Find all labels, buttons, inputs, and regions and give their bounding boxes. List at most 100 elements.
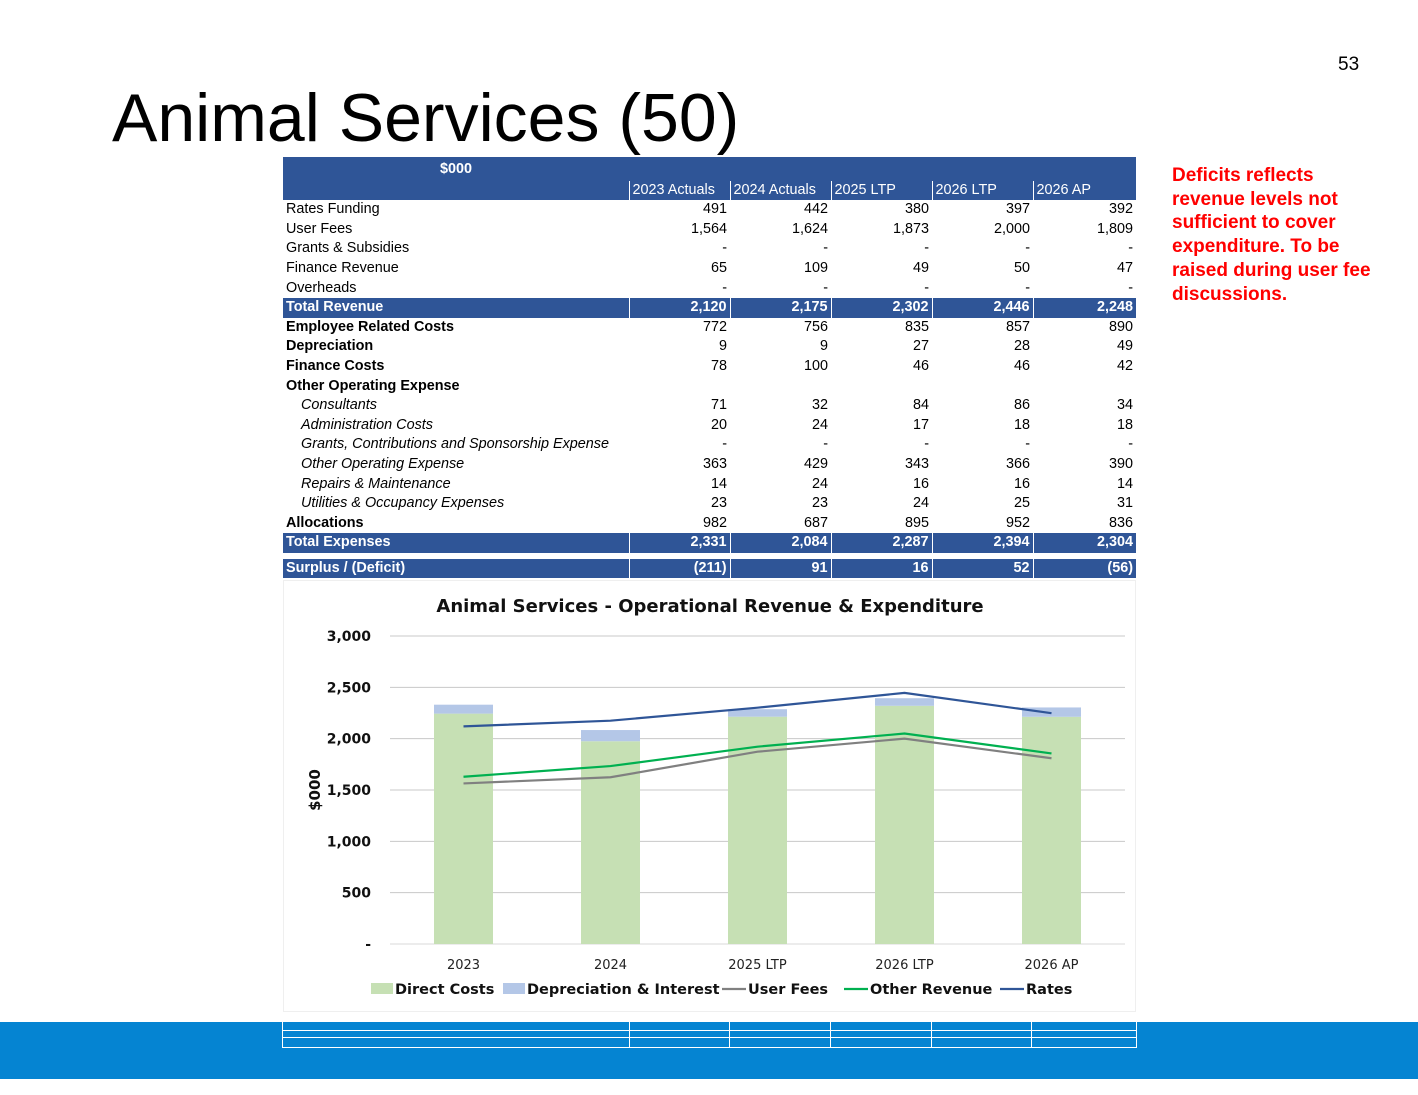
- surplus-label: Surplus / (Deficit): [283, 558, 630, 579]
- row-label: Repairs & Maintenance: [301, 475, 451, 492]
- row-value: 491: [702, 201, 727, 218]
- legend-label: Direct Costs: [395, 982, 494, 998]
- table-row: Utilities & Occupancy Expenses 23 23 24 25 31: [283, 494, 1136, 514]
- column-header: 2026 LTP: [931, 181, 1033, 200]
- chart-panel: Animal Services - Operational Revenue & …: [283, 580, 1136, 1012]
- total-revenue-label: Total Revenue: [283, 297, 630, 318]
- row-value: 1,809: [1096, 220, 1133, 237]
- row-value: 835: [904, 318, 929, 335]
- row-value: 1,873: [892, 220, 929, 237]
- header-blank-cell: [932, 157, 1033, 181]
- row-value: [831, 376, 932, 396]
- table-row: Rates Funding 491 442 380 397 392: [283, 200, 1136, 220]
- row-value: 392: [1108, 201, 1133, 218]
- legend-label: Rates: [1026, 982, 1072, 998]
- row-value: 86: [1013, 397, 1030, 414]
- row-label: Administration Costs: [301, 416, 433, 433]
- footer-grid-lines: [282, 1022, 1137, 1048]
- row-label: User Fees: [286, 220, 353, 237]
- x-tick-label: 2025 LTP: [728, 958, 787, 973]
- row-value: 71: [710, 397, 727, 414]
- line-other-revenue: [463, 732, 1052, 778]
- table-row: Consultants 71 32 84 86 34: [283, 396, 1136, 416]
- legend-label: Other Revenue: [870, 982, 993, 998]
- row-value: 34: [1116, 397, 1133, 414]
- row-value: -: [823, 436, 828, 453]
- row-label: Other Operating Expense: [301, 456, 465, 473]
- row-value: 14: [1116, 475, 1133, 492]
- surplus-value: 91: [729, 558, 831, 579]
- row-value: -: [823, 240, 828, 257]
- row-label: Grants, Contributions and Sponsorship Ex…: [301, 436, 609, 453]
- row-value: 78: [710, 358, 727, 375]
- y-axis-label: $000: [306, 769, 324, 811]
- table-row: Depreciation 9 9 27 28 49: [283, 337, 1136, 357]
- row-label: Grants & Subsidies: [286, 240, 410, 257]
- row-value: 24: [912, 495, 929, 512]
- row-value: 16: [912, 475, 929, 492]
- row-value: 895: [904, 514, 929, 531]
- row-value: 100: [803, 358, 828, 375]
- bar-depreciation-interest: [875, 698, 934, 706]
- row-value: [730, 376, 831, 396]
- bar-depreciation-interest: [434, 704, 493, 714]
- x-tick-label: 2026 AP: [1025, 958, 1079, 973]
- row-value: 16: [1013, 475, 1030, 492]
- row-value: 23: [811, 495, 828, 512]
- row-value: 687: [803, 514, 828, 531]
- chart-svg: Animal Services - Operational Revenue & …: [306, 596, 1125, 998]
- row-value: [629, 376, 730, 396]
- financial-table: $000 2023 Actuals 2024 Actuals 2025 LTP 2026…: [283, 157, 1136, 579]
- side-note: Deficits reflects revenue levels not suf…: [1172, 165, 1371, 305]
- bar-depreciation-interest: [581, 730, 640, 742]
- total-revenue-value: 2,248: [1032, 297, 1136, 318]
- row-value: 42: [1116, 358, 1133, 375]
- table-row: Allocations 982 687 895 952 836: [283, 514, 1136, 534]
- row-value: 31: [1116, 495, 1133, 512]
- table-row: Administration Costs 20 24 17 18 18: [283, 416, 1136, 436]
- row-value: -: [823, 279, 828, 296]
- row-value: 27: [912, 338, 929, 355]
- row-value: 25: [1013, 495, 1030, 512]
- row-value: 772: [702, 318, 727, 335]
- row-value: 390: [1108, 456, 1133, 473]
- bar-direct-costs: [434, 713, 493, 944]
- row-value: -: [722, 240, 727, 257]
- header-blank-cell: [730, 157, 831, 181]
- row-value: -: [722, 436, 727, 453]
- row-value: 397: [1005, 201, 1030, 218]
- row-value: 84: [912, 397, 929, 414]
- surplus-value: (211): [628, 558, 730, 579]
- x-tick-label: 2024: [594, 958, 627, 973]
- row-value: 756: [803, 318, 828, 335]
- row-value: 982: [702, 514, 727, 531]
- row-value: 20: [710, 416, 727, 433]
- row-value: 1,564: [690, 220, 727, 237]
- surplus-value: (56): [1032, 558, 1136, 579]
- row-value: 24: [811, 475, 828, 492]
- total-revenue-value: 2,175: [729, 297, 831, 318]
- total-revenue-value: 2,302: [830, 297, 932, 318]
- row-value: 343: [904, 456, 929, 473]
- bar-direct-costs: [875, 705, 934, 944]
- row-value: -: [1025, 240, 1030, 257]
- row-label: Utilities & Occupancy Expenses: [301, 495, 505, 512]
- row-value: 47: [1116, 260, 1133, 277]
- table-row: Other Operating Expense 363 429 343 366 390: [283, 455, 1136, 475]
- bar-direct-costs: [581, 741, 640, 944]
- row-value: -: [1128, 240, 1133, 257]
- total-expenses-label: Total Expenses: [283, 533, 630, 553]
- row-value: 49: [1116, 338, 1133, 355]
- table-header-columns-row: 2023 Actuals 2024 Actuals 2025 LTP 2026 LTP…: [283, 181, 1136, 200]
- column-header: 2025 LTP: [830, 181, 932, 200]
- unit-label: $000: [283, 157, 629, 181]
- row-value: 24: [811, 416, 828, 433]
- row-value: 429: [803, 456, 828, 473]
- total-expenses-value: 2,331: [628, 533, 730, 553]
- row-value: -: [924, 240, 929, 257]
- row-value: [1033, 376, 1136, 396]
- row-value: [932, 376, 1033, 396]
- row-value: 366: [1005, 456, 1030, 473]
- legend-swatch: [371, 983, 393, 994]
- total-expenses-value: 2,084: [729, 533, 831, 553]
